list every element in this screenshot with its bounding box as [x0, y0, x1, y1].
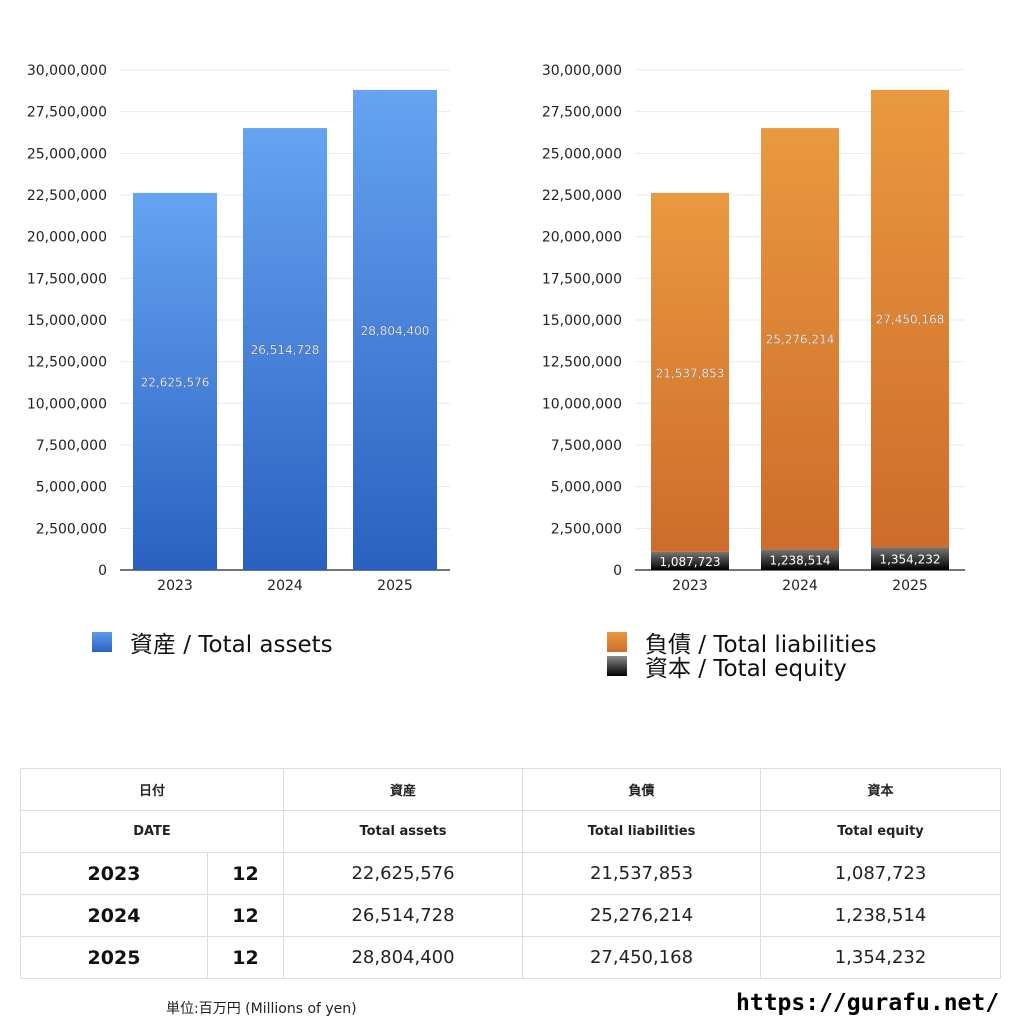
- legend-label-equity: 資本 / Total equity: [645, 656, 847, 682]
- x-tick-label: 2024: [782, 578, 818, 594]
- legend-swatch-blue: [92, 632, 112, 652]
- y-tick-label: 5,000,000: [551, 480, 622, 496]
- table-header-jp: 日付 資産 負債 資本: [19, 768, 1002, 811]
- y-tick-label: 17,500,000: [542, 271, 622, 287]
- x-tick-label: 2023: [157, 578, 193, 594]
- cell-year: 2023: [20, 852, 208, 895]
- bar-value-label: 27,450,168: [876, 313, 945, 327]
- y-tick-label: 22,500,000: [27, 188, 107, 204]
- cell-assets: 22,625,576: [283, 852, 524, 895]
- header-date-jp: 日付: [19, 768, 285, 811]
- bar-equity: [651, 551, 729, 570]
- bar-value-label: 28,804,400: [361, 324, 430, 338]
- header-liabilities-jp: 負債: [522, 768, 762, 811]
- legend-item-equity: 資本 / Total equity: [607, 654, 877, 682]
- bar-equity: [761, 549, 839, 570]
- header-assets-jp: 資産: [283, 768, 524, 811]
- bar-equity: [871, 547, 949, 570]
- cell-month: 12: [206, 894, 285, 937]
- y-tick-label: 12,500,000: [27, 355, 107, 371]
- cell-assets: 26,514,728: [283, 894, 524, 937]
- legend-item-liabilities: 負債 / Total liabilities: [607, 630, 877, 658]
- bar-value-label: 21,537,853: [656, 366, 725, 380]
- cell-liabilities: 25,276,214: [522, 894, 762, 937]
- y-tick-label: 7,500,000: [36, 438, 107, 454]
- table-row: 2023 12 22,625,576 21,537,853 1,087,723: [20, 852, 1002, 895]
- cell-month: 12: [206, 936, 285, 979]
- y-tick-label: 20,000,000: [542, 230, 622, 246]
- header-equity-jp: 資本: [760, 768, 1002, 811]
- x-tick-label: 2025: [892, 578, 928, 594]
- y-tick-label: 30,000,000: [27, 63, 107, 79]
- bar-liabilities: [761, 128, 839, 550]
- bar-assets: [353, 89, 437, 570]
- table-header-en: DATE Total assets Total liabilities Tota…: [19, 810, 1002, 853]
- bar-value-label: 1,087,723: [659, 555, 720, 569]
- bar-value-label: 22,625,576: [141, 375, 210, 389]
- legend-liabilities-equity: 負債 / Total liabilities 資本 / Total equity: [607, 630, 877, 682]
- bar-value-label: 1,354,232: [879, 553, 940, 567]
- legend-swatch-orange: [607, 632, 627, 652]
- total-assets-chart: 0 2,500,000 5,000,000 7,500,000 10,000,000 12…: [27, 63, 450, 594]
- cell-liabilities: 21,537,853: [522, 852, 762, 895]
- liabilities-equity-chart: 0 2,500,000 5,000,000 7,500,000 10,000,000 12…: [542, 63, 965, 594]
- cell-assets: 28,804,400: [283, 936, 524, 979]
- y-tick-label: 7,500,000: [551, 438, 622, 454]
- bar-assets: [133, 192, 217, 570]
- y-tick-label: 20,000,000: [27, 230, 107, 246]
- y-tick-label: 27,500,000: [27, 105, 107, 121]
- cell-equity: 1,354,232: [760, 936, 1002, 979]
- legend-assets: 資産 / Total assets: [92, 630, 333, 658]
- legend-item-assets: 資産 / Total assets: [92, 630, 333, 658]
- y-tick-label: 30,000,000: [542, 63, 622, 79]
- header-equity-en: Total equity: [760, 810, 1002, 853]
- legend-label-assets: 資産 / Total assets: [130, 632, 333, 658]
- y-tick-label: 5,000,000: [36, 480, 107, 496]
- y-tick-label: 25,000,000: [27, 146, 107, 162]
- cell-year: 2024: [20, 894, 208, 937]
- header-assets-en: Total assets: [283, 810, 524, 853]
- header-liabilities-en: Total liabilities: [522, 810, 762, 853]
- y-tick-label: 27,500,000: [542, 105, 622, 121]
- y-tick-label: 10,000,000: [542, 396, 622, 412]
- bar-value-label: 26,514,728: [251, 343, 320, 357]
- legend-label-liabilities: 負債 / Total liabilities: [645, 632, 877, 658]
- cell-equity: 1,087,723: [760, 852, 1002, 895]
- y-tick-label: 17,500,000: [27, 271, 107, 287]
- bar-assets: [243, 128, 327, 570]
- y-tick-label: 15,000,000: [27, 313, 107, 329]
- table-row: 2024 12 26,514,728 25,276,214 1,238,514: [20, 894, 1002, 937]
- x-tick-label: 2023: [672, 578, 708, 594]
- y-tick-label: 12,500,000: [542, 355, 622, 371]
- cell-liabilities: 27,450,168: [522, 936, 762, 979]
- y-tick-label: 25,000,000: [542, 146, 622, 162]
- y-tick-label: 10,000,000: [27, 396, 107, 412]
- x-tick-label: 2025: [377, 578, 413, 594]
- site-url: https://gurafu.net/: [736, 990, 1000, 1016]
- y-tick-label: 0: [613, 563, 622, 579]
- cell-year: 2025: [20, 936, 208, 979]
- unit-note: 単位:百万円 (Millions of yen): [166, 1001, 357, 1017]
- x-tick-label: 2024: [267, 578, 303, 594]
- y-tick-label: 0: [98, 563, 107, 579]
- cell-month: 12: [206, 852, 285, 895]
- y-tick-label: 15,000,000: [542, 313, 622, 329]
- header-date-en: DATE: [19, 810, 285, 853]
- legend-swatch-black: [607, 656, 627, 676]
- y-tick-label: 2,500,000: [551, 521, 622, 537]
- y-tick-label: 2,500,000: [36, 521, 107, 537]
- cell-equity: 1,238,514: [760, 894, 1002, 937]
- table-row: 2025 12 28,804,400 27,450,168 1,354,232: [20, 936, 1002, 979]
- bar-liabilities: [651, 192, 729, 552]
- bar-value-label: 1,238,514: [769, 554, 830, 568]
- bar-liabilities: [871, 89, 949, 548]
- y-tick-label: 22,500,000: [542, 188, 622, 204]
- bar-value-label: 25,276,214: [766, 333, 835, 347]
- data-table: 日付 資産 負債 資本 DATE Total assets Total liab…: [19, 768, 1002, 979]
